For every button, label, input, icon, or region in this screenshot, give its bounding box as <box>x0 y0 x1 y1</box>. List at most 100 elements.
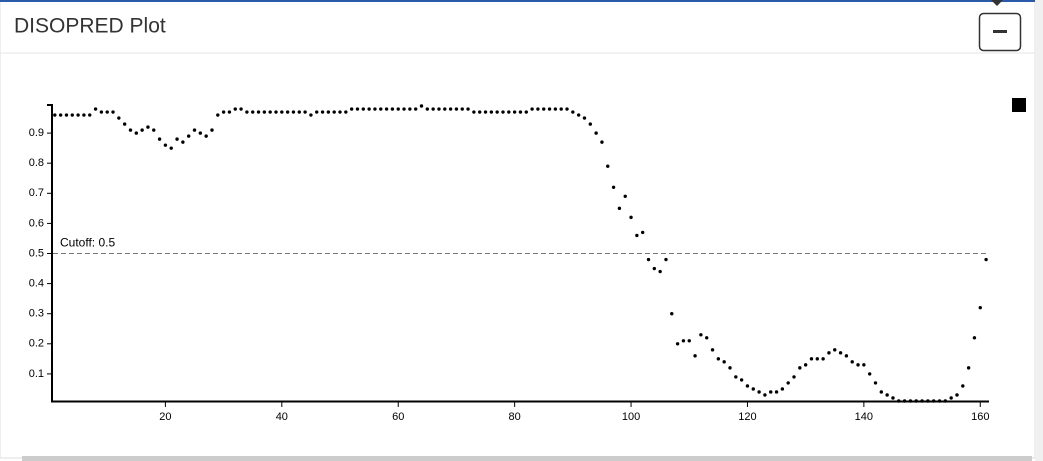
point <box>425 107 430 111</box>
point <box>600 140 604 144</box>
point <box>507 110 511 114</box>
point <box>530 107 534 111</box>
point <box>867 372 872 376</box>
point <box>763 393 767 397</box>
point <box>745 384 750 388</box>
point <box>58 113 63 117</box>
point <box>186 134 191 138</box>
point <box>809 357 814 361</box>
point <box>617 206 622 211</box>
point <box>175 137 179 141</box>
point <box>961 384 965 388</box>
point <box>210 128 214 132</box>
minus-icon[interactable] <box>993 30 1007 33</box>
point <box>856 363 860 367</box>
point <box>303 110 307 114</box>
point <box>629 215 633 220</box>
y-tick-label: 0.6 <box>29 217 44 229</box>
point <box>122 122 127 126</box>
point <box>373 107 377 111</box>
point <box>256 110 261 114</box>
y-tick-label: 0.3 <box>29 308 44 320</box>
point <box>897 399 901 403</box>
x-tick-label: 140 <box>855 411 873 423</box>
point <box>873 381 878 385</box>
x-tick-label: 120 <box>738 411 756 423</box>
point <box>280 110 284 114</box>
point <box>699 333 703 337</box>
side-gutter <box>1035 0 1043 461</box>
point <box>332 110 336 114</box>
point <box>489 110 494 114</box>
point <box>495 110 499 114</box>
point <box>926 399 930 403</box>
point <box>542 107 546 111</box>
point <box>576 113 581 117</box>
point <box>850 360 854 364</box>
point <box>233 107 237 111</box>
point <box>949 396 953 400</box>
point <box>786 381 790 385</box>
x-tick-label: 80 <box>509 411 521 423</box>
y-tick-label: 0.2 <box>29 338 44 350</box>
legend-swatch <box>1012 98 1026 112</box>
point <box>879 390 884 394</box>
point <box>553 107 558 111</box>
point <box>751 387 755 391</box>
point <box>64 113 69 117</box>
point <box>181 140 185 144</box>
point <box>117 116 121 120</box>
point <box>454 107 459 111</box>
point <box>134 131 139 135</box>
point <box>559 107 563 111</box>
point <box>396 107 400 111</box>
point <box>70 113 74 117</box>
point <box>891 396 895 400</box>
point <box>798 366 802 370</box>
point <box>687 339 691 343</box>
point <box>670 312 674 316</box>
point <box>937 399 942 403</box>
x-tick-label: 100 <box>622 411 640 423</box>
point <box>792 375 796 379</box>
point <box>728 366 732 370</box>
x-tick-label: 60 <box>392 411 404 423</box>
point <box>291 110 296 114</box>
point <box>512 110 517 114</box>
point <box>344 110 348 114</box>
point <box>547 107 552 111</box>
point <box>128 128 133 132</box>
point <box>53 113 57 117</box>
point <box>268 110 272 114</box>
point <box>157 137 162 141</box>
y-tick-label: 0.5 <box>29 247 44 259</box>
point <box>320 110 325 114</box>
point <box>204 134 208 138</box>
point <box>978 305 982 310</box>
point <box>483 110 488 114</box>
point <box>367 107 371 111</box>
point <box>734 375 738 379</box>
point <box>262 110 267 114</box>
point <box>710 348 715 352</box>
point <box>739 378 744 382</box>
point <box>390 107 395 111</box>
point <box>274 110 278 114</box>
y-tick-label: 0.7 <box>29 187 44 199</box>
point <box>251 110 255 114</box>
point <box>315 110 319 114</box>
point <box>582 116 587 120</box>
point <box>705 336 709 340</box>
point <box>769 390 773 394</box>
point <box>297 110 301 114</box>
point <box>902 399 907 403</box>
point <box>472 110 476 114</box>
point <box>478 110 482 114</box>
point <box>640 230 645 235</box>
point <box>571 110 575 114</box>
panel-top-border <box>0 0 1035 2</box>
collapse-button[interactable] <box>978 0 1022 52</box>
cutoff-label: Cutoff: 0.5 <box>60 236 115 250</box>
point <box>821 357 825 361</box>
